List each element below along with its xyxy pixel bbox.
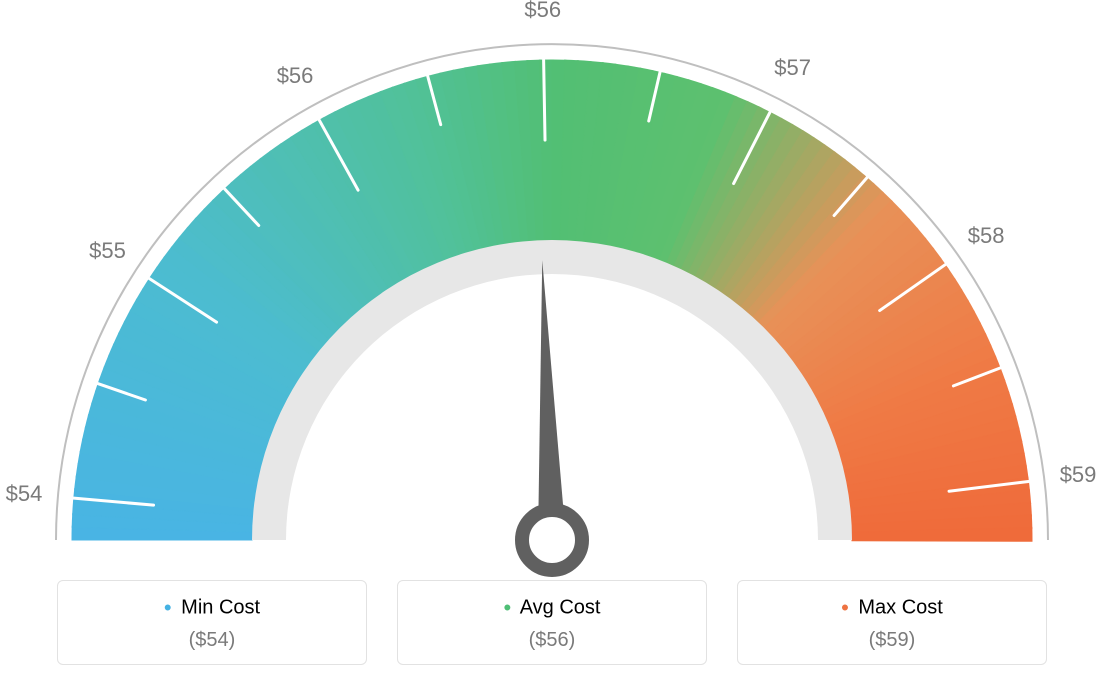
- gauge-tick-label: $58: [968, 223, 1005, 249]
- gauge-tick-label: $56: [524, 0, 561, 23]
- legend-card-max: • Max Cost ($59): [737, 580, 1047, 665]
- gauge-tick-label: $55: [89, 238, 126, 264]
- gauge-tick-label: $54: [6, 481, 43, 507]
- legend-title-max: • Max Cost: [738, 595, 1046, 621]
- gauge-svg: [0, 0, 1104, 580]
- legend-title-avg-text: Avg Cost: [520, 596, 601, 618]
- legend-title-avg: • Avg Cost: [398, 595, 706, 621]
- legend-title-min: • Min Cost: [58, 595, 366, 621]
- gauge-chart: $54 $55 $56 $56 $57 $58 $59: [0, 0, 1104, 580]
- legend-card-min: • Min Cost ($54): [57, 580, 367, 665]
- gauge-tick-label: $57: [774, 55, 811, 81]
- legend-card-avg: • Avg Cost ($56): [397, 580, 707, 665]
- legend-value-min: ($54): [58, 629, 366, 652]
- legend-title-max-text: Max Cost: [858, 596, 942, 618]
- legend-value-avg: ($56): [398, 629, 706, 652]
- legend-title-min-text: Min Cost: [181, 596, 260, 618]
- legend-value-max: ($59): [738, 629, 1046, 652]
- dot-icon: •: [164, 595, 172, 620]
- legend-row: • Min Cost ($54) • Avg Cost ($56) • Max …: [0, 580, 1104, 665]
- gauge-tick-label: $59: [1060, 462, 1097, 488]
- dot-icon: •: [504, 595, 512, 620]
- gauge-tick-label: $56: [277, 63, 314, 89]
- dot-icon: •: [841, 595, 849, 620]
